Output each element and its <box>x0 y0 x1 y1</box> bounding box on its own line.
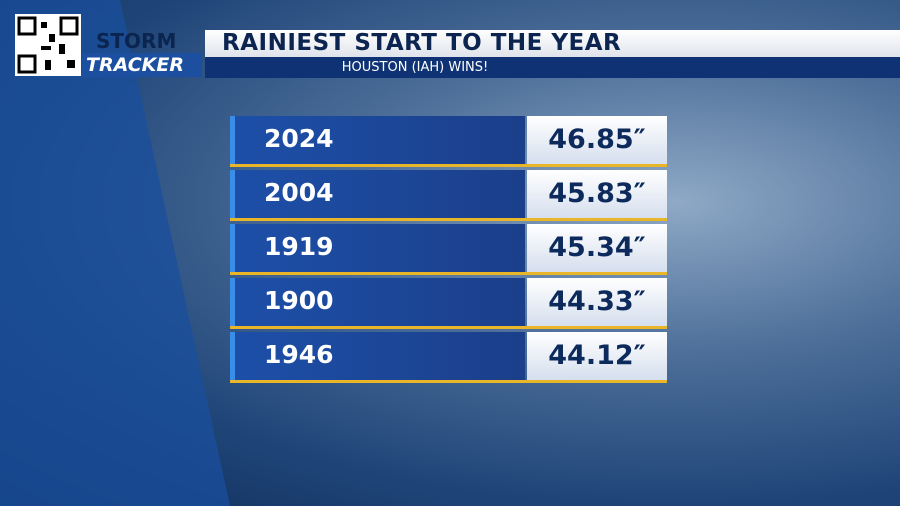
rainfall: 44.33″ <box>548 286 646 317</box>
logo-bottom: TRACKER <box>82 53 202 77</box>
table-row: 1900 44.33″ <box>230 278 667 329</box>
value-cell <box>527 278 667 326</box>
year-cell <box>230 278 525 326</box>
row-underline <box>230 164 667 167</box>
year-cell <box>230 170 525 218</box>
logo-top: STORM <box>96 29 177 53</box>
year-cell <box>230 116 525 164</box>
year: 1946 <box>264 340 334 369</box>
table-row: 2024 46.85″ <box>230 116 667 167</box>
table-row: 1919 45.34″ <box>230 224 667 275</box>
value-cell <box>527 332 667 380</box>
title-bar <box>205 30 900 57</box>
year: 1919 <box>264 232 334 261</box>
value-cell <box>527 224 667 272</box>
subtitle: HOUSTON (IAH) WINS! <box>341 60 489 75</box>
row-underline <box>230 218 667 221</box>
subtitle-bar <box>205 57 900 78</box>
table-row: 2004 45.83″ <box>230 170 667 221</box>
title: RAINIEST START TO THE YEAR <box>222 30 622 56</box>
row-underline <box>230 272 667 275</box>
year: 2004 <box>264 178 334 207</box>
rainfall: 45.34″ <box>548 232 646 263</box>
row-underline <box>230 326 667 329</box>
qr-code <box>15 14 81 76</box>
year-cell <box>230 332 525 380</box>
value-cell <box>527 170 667 218</box>
rainfall: 46.85″ <box>548 124 646 155</box>
value-cell <box>527 116 667 164</box>
rainfall: 45.83″ <box>548 178 646 209</box>
year: 1900 <box>264 286 334 315</box>
year: 2024 <box>264 124 334 153</box>
rainfall: 44.12″ <box>548 340 646 371</box>
year-cell <box>230 224 525 272</box>
table-row: 1946 44.12″ <box>230 332 667 383</box>
row-underline <box>230 380 667 383</box>
